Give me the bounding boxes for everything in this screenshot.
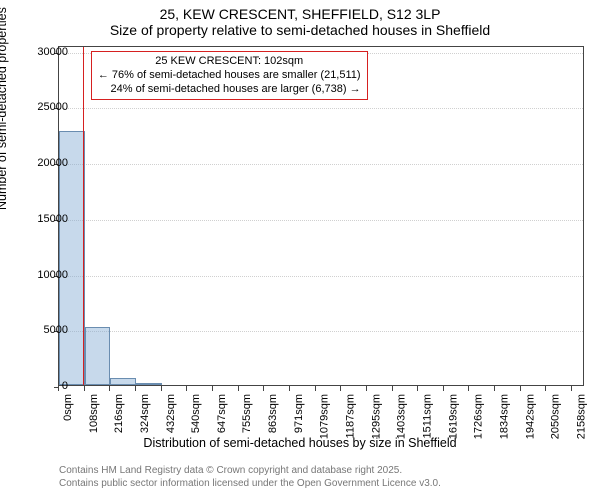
- xtick-mark: [443, 386, 444, 391]
- xtick-label: 108sqm: [88, 394, 100, 433]
- xtick-mark: [212, 386, 213, 391]
- xtick-mark: [366, 386, 367, 391]
- page-title: 25, KEW CRESCENT, SHEFFIELD, S12 3LP: [0, 0, 600, 22]
- plot-shell: 25 KEW CRESCENT: 102sqm← 76% of semi-det…: [58, 46, 584, 386]
- xtick-mark: [84, 386, 85, 391]
- xtick-label: 1834sqm: [498, 394, 510, 439]
- plot-area: 25 KEW CRESCENT: 102sqm← 76% of semi-det…: [58, 46, 584, 386]
- y-axis-label: Number of semi-detached properties: [0, 7, 9, 210]
- xtick-label: 1079sqm: [319, 394, 331, 439]
- xtick-mark: [135, 386, 136, 391]
- gridline-h: [59, 108, 583, 109]
- xtick-mark: [392, 386, 393, 391]
- gridline-h: [59, 276, 583, 277]
- callout-line-smaller: ← 76% of semi-detached houses are smalle…: [98, 69, 361, 83]
- xtick-label: 1187sqm: [344, 394, 356, 438]
- callout-box: 25 KEW CRESCENT: 102sqm← 76% of semi-det…: [91, 51, 368, 100]
- xtick-label: 755sqm: [242, 394, 254, 433]
- xtick-mark: [289, 386, 290, 391]
- xtick-label: 1619sqm: [447, 394, 459, 439]
- xtick-label: 971sqm: [293, 394, 305, 433]
- histogram-bar: [110, 378, 136, 385]
- xtick-mark: [161, 386, 162, 391]
- xtick-label: 432sqm: [165, 394, 177, 433]
- xtick-label: 1511sqm: [421, 394, 433, 438]
- ytick-label: 0: [12, 380, 68, 392]
- gridline-h: [59, 331, 583, 332]
- xtick-mark: [315, 386, 316, 391]
- xtick-mark: [494, 386, 495, 391]
- xtick-mark: [520, 386, 521, 391]
- xtick-label: 1726sqm: [472, 394, 484, 439]
- xtick-label: 863sqm: [267, 394, 279, 433]
- ytick-label: 5000: [12, 324, 68, 336]
- footer-line-2: Contains public sector information licen…: [59, 478, 441, 491]
- xtick-mark: [545, 386, 546, 391]
- xtick-label: 324sqm: [139, 394, 151, 433]
- xtick-label: 2050sqm: [549, 394, 561, 439]
- callout-title: 25 KEW CRESCENT: 102sqm: [98, 55, 361, 69]
- xtick-mark: [340, 386, 341, 391]
- footer-line-1: Contains HM Land Registry data © Crown c…: [59, 465, 441, 478]
- histogram-bar: [136, 383, 162, 385]
- xtick-mark: [417, 386, 418, 391]
- xtick-label: 1295sqm: [370, 394, 382, 439]
- gridline-h: [59, 220, 583, 221]
- xtick-mark: [571, 386, 572, 391]
- gridline-h: [59, 164, 583, 165]
- page-subtitle: Size of property relative to semi-detach…: [0, 22, 600, 40]
- ytick-label: 25000: [12, 101, 68, 113]
- xtick-mark: [109, 386, 110, 391]
- histogram-bar: [85, 327, 111, 385]
- xtick-mark: [468, 386, 469, 391]
- x-axis-label: Distribution of semi-detached houses by …: [0, 436, 600, 450]
- xtick-label: 216sqm: [113, 394, 125, 433]
- ytick-label: 10000: [12, 269, 68, 281]
- xtick-mark: [263, 386, 264, 391]
- xtick-label: 1403sqm: [396, 394, 408, 439]
- chart-container: 25, KEW CRESCENT, SHEFFIELD, S12 3LP Siz…: [0, 0, 600, 500]
- xtick-label: 2158sqm: [575, 394, 587, 439]
- xtick-label: 1942sqm: [524, 394, 536, 439]
- ytick-label: 15000: [12, 213, 68, 225]
- xtick-label: 647sqm: [216, 394, 228, 433]
- ytick-label: 20000: [12, 157, 68, 169]
- xtick-label: 540sqm: [190, 394, 202, 433]
- xtick-mark: [186, 386, 187, 391]
- footer-attribution: Contains HM Land Registry data © Crown c…: [59, 465, 441, 490]
- ytick-label: 30000: [12, 46, 68, 58]
- property-marker-line: [83, 47, 84, 385]
- xtick-mark: [238, 386, 239, 391]
- xtick-label: 0sqm: [62, 394, 74, 421]
- callout-line-larger: 24% of semi-detached houses are larger (…: [98, 83, 361, 97]
